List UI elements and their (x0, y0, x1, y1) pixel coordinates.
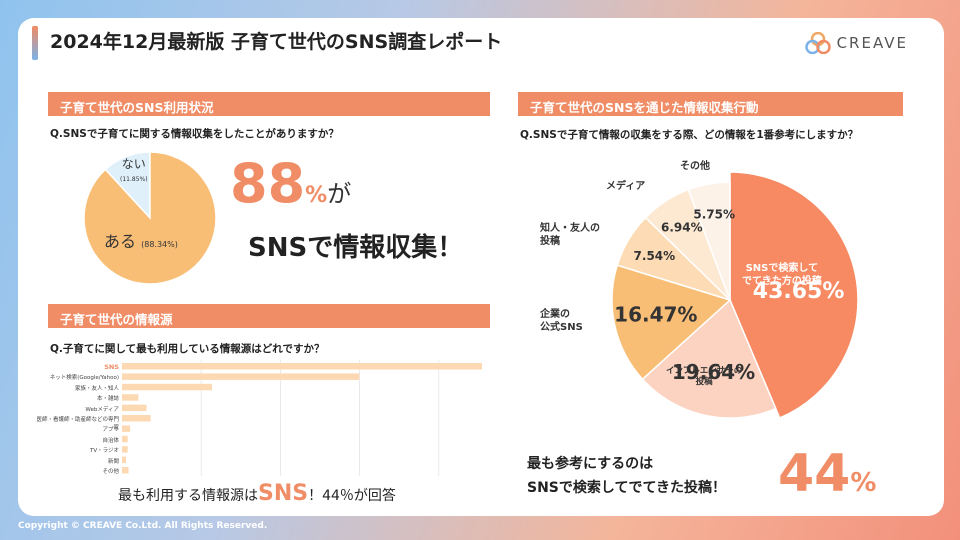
pie3-value-label-5: 5.75% (693, 207, 735, 221)
pie3-slice-5 (687, 181, 731, 301)
pie-label-nai: ない (11.85%) (120, 158, 148, 186)
bar-5 (122, 415, 151, 422)
headline-88: 88%が (230, 152, 351, 215)
pie3-slice-0 (729, 171, 859, 419)
title-accent-bar (32, 26, 38, 60)
copyright: Copyright © CREAVE Co.Ltd. All Rights Re… (18, 521, 268, 531)
pie3-label-media: メディア (606, 181, 646, 192)
bar-label-9: 新聞 (107, 458, 119, 465)
usage-pie-chart (83, 151, 217, 285)
summary-prefix: 最も利用する情報源は (118, 488, 258, 504)
headline-sns-line: SNSで情報収集！ (248, 233, 464, 263)
pie3-value-label-2: 16.47% (614, 302, 697, 326)
pie3-label-sono: その他 (680, 161, 710, 172)
pie3-label-influencer: インフルエンサーの 投稿 (666, 366, 743, 387)
headline-44: 44% (778, 444, 876, 504)
summary-sns: SNS (258, 481, 309, 506)
summary-suffix: ！44％が回答 (308, 488, 396, 504)
pie3-value-label-4: 6.94% (661, 220, 703, 234)
pie3-value-label-1: 19.64% (672, 360, 755, 384)
behavior-summary-line2: SNSで検索してでてきた投稿！ (527, 480, 727, 496)
behavior-pie-chart: 43.65% 19.64% 16.47% 7.54% 6.94%5.75% (611, 171, 859, 419)
info-source-summary: 最も利用する情報源はSNS！44％が回答 (118, 481, 396, 506)
headline-44-pct: % (850, 468, 877, 498)
pie-label-aru-text: ある (104, 232, 137, 251)
bar-0 (122, 363, 482, 370)
behavior-summary-line1: 最も参考にするのは (527, 456, 654, 472)
creave-logo-icon (804, 32, 831, 54)
pie-label-aru: ある (88.34%) (104, 228, 178, 252)
bar-6 (122, 425, 131, 432)
logo: CREAVE (804, 32, 908, 54)
bar-8 (122, 446, 128, 453)
section-heading-sns-behavior: 子育て世代のSNSを通じた情報収集行動 (518, 92, 903, 116)
logo-text: CREAVE (836, 34, 908, 52)
bar-4 (122, 404, 147, 412)
bar-label-8: TV・ラジオ (89, 448, 119, 455)
pie3-label-kigyo: 企業の 公式SNS (540, 309, 583, 333)
pie-label-aru-pct: (88.34%) (141, 240, 178, 249)
pie1-slice-0 (83, 151, 217, 285)
pie3-value-label-3: 7.54% (634, 249, 676, 263)
question-sns-usage: Q.SNSで子育てに関する情報収集をしたことがありますか？ (50, 128, 339, 140)
bar-label-7: 自治体 (102, 437, 119, 444)
bar-label-4: Webメディア (85, 406, 119, 413)
bar-1 (122, 373, 360, 380)
pie3-label-sns-search: SNSで検索して でてきた方の投稿 (742, 263, 822, 287)
section-heading-info-source: 子育て世代の情報源 (48, 304, 490, 328)
bar-label-6: アプリ (102, 427, 119, 434)
headline-88-number: 88 (230, 152, 306, 215)
bar-10 (122, 467, 129, 474)
section-heading-sns-usage: 子育て世代のSNS利用状況 (48, 92, 490, 116)
pie3-value-label-0: 43.65% (753, 279, 845, 304)
info-source-bar-chart (122, 360, 482, 476)
page-title: 2024年12月最新版 子育て世代のSNS調査レポート (50, 31, 503, 53)
bar-3 (122, 394, 139, 401)
pie3-slice-1 (641, 298, 777, 419)
bar-9 (122, 456, 127, 464)
behavior-summary: 最も参考にするのは SNSで検索してでてきた投稿！ (527, 452, 726, 500)
bar-label-2: 家族・友人・知人 (74, 385, 119, 392)
headline-88-pct: % (305, 183, 328, 208)
bar-label-5: 医師・看護師・助産師などの専門家 (36, 417, 119, 431)
bar-7 (122, 435, 128, 443)
pie3-label-chijin: 知人・友人の 投稿 (540, 223, 600, 247)
bar-label-10: その他 (102, 469, 119, 475)
bar-label-1: ネット検索(Google/Yahoo) (49, 375, 119, 382)
headline-88-ga: が (327, 180, 352, 208)
pie-label-nai-pct: (11.85%) (120, 176, 148, 183)
pie3-slice-2 (611, 264, 732, 381)
bar-label-3: 本・雑誌 (96, 396, 119, 403)
question-info-source: Q.子育てに関して最も利用している情報源はどれですか？ (50, 343, 325, 355)
headline-44-number: 44 (778, 444, 851, 504)
bar-label-0: SNS (104, 363, 119, 371)
bar-2 (122, 383, 212, 391)
pie-label-nai-text: ない (121, 157, 146, 171)
question-sns-behavior: Q.SNSで子育て情報の収集をする際、どの情報を1番参考にしますか？ (520, 129, 859, 141)
